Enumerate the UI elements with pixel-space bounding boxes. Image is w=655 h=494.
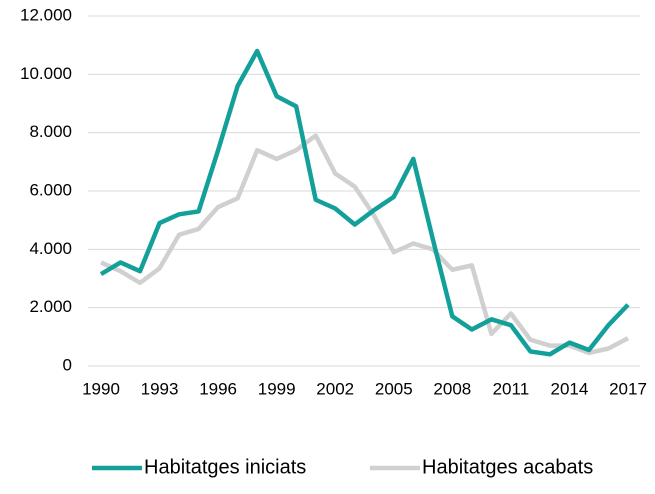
- legend-label: Habitatges acabats: [422, 456, 593, 478]
- x-tick-label: 2005: [375, 379, 413, 398]
- series-line: [100, 133, 630, 356]
- x-tick-label: 1999: [258, 379, 296, 398]
- y-tick-label: 6.000: [29, 180, 72, 199]
- y-tick-label: 2.000: [29, 297, 72, 316]
- y-tick-label: 8.000: [29, 122, 72, 141]
- series-line: [99, 48, 630, 357]
- x-tick-label: 2011: [493, 379, 530, 398]
- x-tick-label: 2002: [316, 379, 354, 398]
- x-tick-label: 1993: [141, 379, 179, 398]
- x-tick-label: 2008: [433, 379, 471, 398]
- y-tick-label: 0: [63, 355, 72, 374]
- y-tick-label: 12.000: [20, 5, 72, 24]
- x-tick-label: 1990: [82, 379, 120, 398]
- x-tick-label: 1996: [199, 379, 237, 398]
- x-tick-label: 2014: [551, 379, 589, 398]
- x-tick-label: 2017: [609, 379, 647, 398]
- legend-label: Habitatges iniciats: [144, 456, 306, 478]
- y-tick-label: 10.000: [20, 64, 72, 83]
- y-tick-label: 4.000: [29, 239, 72, 258]
